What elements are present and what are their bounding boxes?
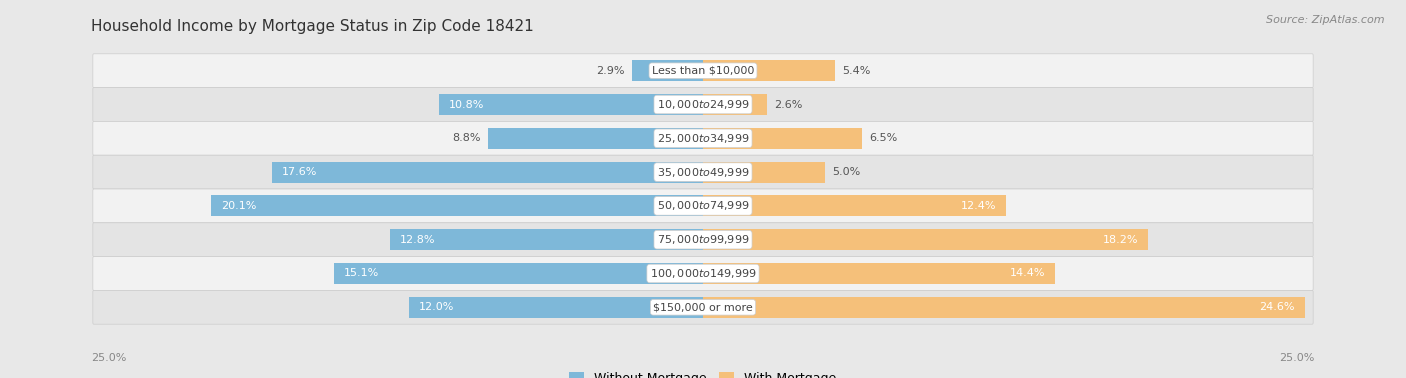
- Bar: [703, 263, 1056, 284]
- Text: 14.4%: 14.4%: [1010, 268, 1046, 279]
- Text: $35,000 to $49,999: $35,000 to $49,999: [657, 166, 749, 178]
- Text: Source: ZipAtlas.com: Source: ZipAtlas.com: [1267, 15, 1385, 25]
- Text: 12.8%: 12.8%: [399, 235, 434, 245]
- Text: $10,000 to $24,999: $10,000 to $24,999: [657, 98, 749, 111]
- Text: 5.0%: 5.0%: [832, 167, 860, 177]
- FancyBboxPatch shape: [93, 121, 1313, 155]
- FancyBboxPatch shape: [93, 223, 1313, 257]
- FancyBboxPatch shape: [93, 155, 1313, 189]
- Bar: [703, 297, 1305, 318]
- Text: 25.0%: 25.0%: [91, 353, 127, 363]
- Bar: [703, 94, 766, 115]
- Bar: [633, 60, 703, 81]
- Text: 17.6%: 17.6%: [283, 167, 318, 177]
- Text: $50,000 to $74,999: $50,000 to $74,999: [657, 200, 749, 212]
- Bar: [703, 195, 1007, 216]
- Bar: [211, 195, 703, 216]
- Bar: [703, 229, 1149, 250]
- Text: 8.8%: 8.8%: [451, 133, 481, 143]
- FancyBboxPatch shape: [93, 290, 1313, 324]
- FancyBboxPatch shape: [93, 54, 1313, 88]
- Text: $75,000 to $99,999: $75,000 to $99,999: [657, 233, 749, 246]
- FancyBboxPatch shape: [93, 257, 1313, 290]
- FancyBboxPatch shape: [93, 189, 1313, 223]
- Text: 15.1%: 15.1%: [343, 268, 378, 279]
- Bar: [409, 297, 703, 318]
- Text: 20.1%: 20.1%: [221, 201, 256, 211]
- Text: 2.9%: 2.9%: [596, 66, 624, 76]
- Text: $25,000 to $34,999: $25,000 to $34,999: [657, 132, 749, 145]
- Text: 12.4%: 12.4%: [962, 201, 997, 211]
- Text: 5.4%: 5.4%: [842, 66, 870, 76]
- Text: Household Income by Mortgage Status in Zip Code 18421: Household Income by Mortgage Status in Z…: [91, 20, 534, 34]
- Text: 18.2%: 18.2%: [1102, 235, 1139, 245]
- Text: 12.0%: 12.0%: [419, 302, 454, 312]
- Text: 24.6%: 24.6%: [1260, 302, 1295, 312]
- Text: 25.0%: 25.0%: [1279, 353, 1315, 363]
- Bar: [439, 94, 703, 115]
- Text: Less than $10,000: Less than $10,000: [652, 66, 754, 76]
- Legend: Without Mortgage, With Mortgage: Without Mortgage, With Mortgage: [564, 367, 842, 378]
- Text: $150,000 or more: $150,000 or more: [654, 302, 752, 312]
- Text: $100,000 to $149,999: $100,000 to $149,999: [650, 267, 756, 280]
- Bar: [333, 263, 703, 284]
- Bar: [703, 128, 862, 149]
- Bar: [703, 60, 835, 81]
- Bar: [389, 229, 703, 250]
- Bar: [273, 162, 703, 183]
- Text: 10.8%: 10.8%: [449, 99, 484, 110]
- FancyBboxPatch shape: [93, 88, 1313, 121]
- Text: 6.5%: 6.5%: [869, 133, 897, 143]
- Text: 2.6%: 2.6%: [773, 99, 803, 110]
- Bar: [488, 128, 703, 149]
- Bar: [703, 162, 825, 183]
